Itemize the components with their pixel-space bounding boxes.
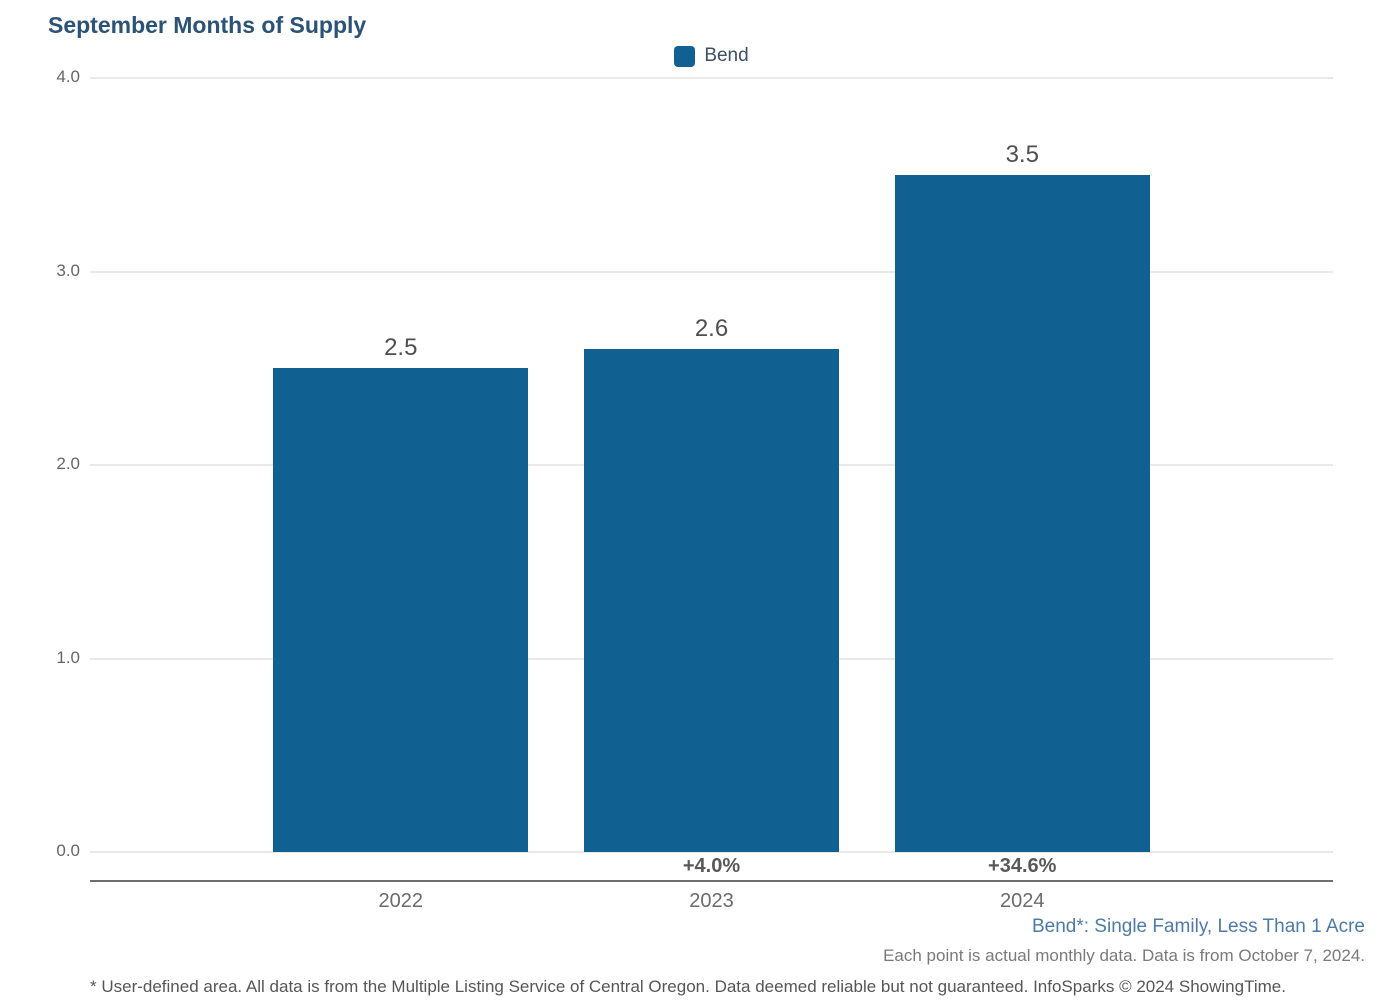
x-axis-tick-label: 2022: [378, 890, 424, 912]
data-source-note: Each point is actual monthly data. Data …: [883, 946, 1365, 965]
pct-change-label: +4.0%: [682, 855, 741, 877]
bar-2022: [273, 368, 529, 852]
y-axis-tick-label: 0.0: [56, 841, 80, 860]
chart-title: September Months of Supply: [48, 12, 367, 38]
legend-swatch-icon: [674, 45, 696, 67]
gridline: [90, 77, 1333, 79]
legend-label: Bend: [704, 45, 749, 66]
x-axis-tick-label: 2024: [1000, 890, 1045, 912]
bar-2023: [584, 348, 839, 852]
y-axis-tick-label: 4.0: [56, 67, 80, 86]
gridline: [90, 851, 1333, 853]
bar-value-label: 2.5: [384, 334, 418, 362]
legend-item-bend[interactable]: Bend: [90, 45, 1333, 67]
x-axis-line: [90, 880, 1333, 882]
series-definition-note: Bend*: Single Family, Less Than 1 Acre: [1031, 916, 1365, 937]
y-axis-tick-label: 2.0: [56, 454, 80, 473]
x-axis-tick-label: 2023: [689, 890, 734, 912]
bar-value-label: 2.6: [694, 314, 729, 342]
y-axis-tick-label: 1.0: [56, 647, 80, 667]
bar-2024: [894, 174, 1150, 852]
disclaimer-note: * User-defined area. All data is from th…: [90, 977, 1286, 996]
gridline: [90, 270, 1333, 273]
y-axis-tick-label: 3.0: [56, 260, 80, 280]
pct-change-label: +34.6%: [988, 855, 1057, 877]
bar-value-label: 3.5: [1005, 140, 1039, 168]
